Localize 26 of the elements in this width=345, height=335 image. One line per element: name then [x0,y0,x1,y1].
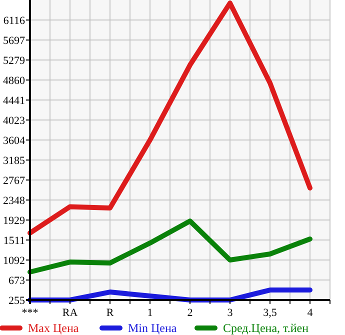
x-tick-label: 1 [147,307,153,319]
y-tick-label: 4860 [3,74,26,87]
x-tick-label: R [106,307,114,319]
legend-label: Min Цена [128,321,178,335]
y-tick-label: 2348 [3,194,26,207]
y-tick-label: 5279 [3,54,26,67]
y-tick-label: 1511 [3,234,25,247]
x-tick-label: *** [22,307,38,319]
x-tick-label: RA [62,307,78,319]
y-tick-label: 2767 [3,174,26,187]
y-tick-label: 4441 [3,94,25,107]
y-tick-label: 673 [8,274,26,287]
y-tick-label: 3185 [3,154,26,167]
y-tick-label: 1092 [3,254,25,267]
y-tick-label: 6116 [3,14,26,27]
x-tick-label: 4 [307,307,314,319]
y-tick-label: 5697 [3,34,26,47]
x-tick-label: 3,5 [263,307,278,319]
legend-label: Сред.Цена, т.йен [223,321,310,335]
x-tick-label: 3 [227,307,234,319]
y-tick-label: 1929 [3,214,26,227]
legend-label: Max Цена [28,321,80,335]
y-tick-label: 255 [8,294,26,307]
y-tick-label: 4023 [3,114,26,127]
y-tick-label: 3604 [3,134,26,147]
x-tick-label: 2 [187,307,193,319]
